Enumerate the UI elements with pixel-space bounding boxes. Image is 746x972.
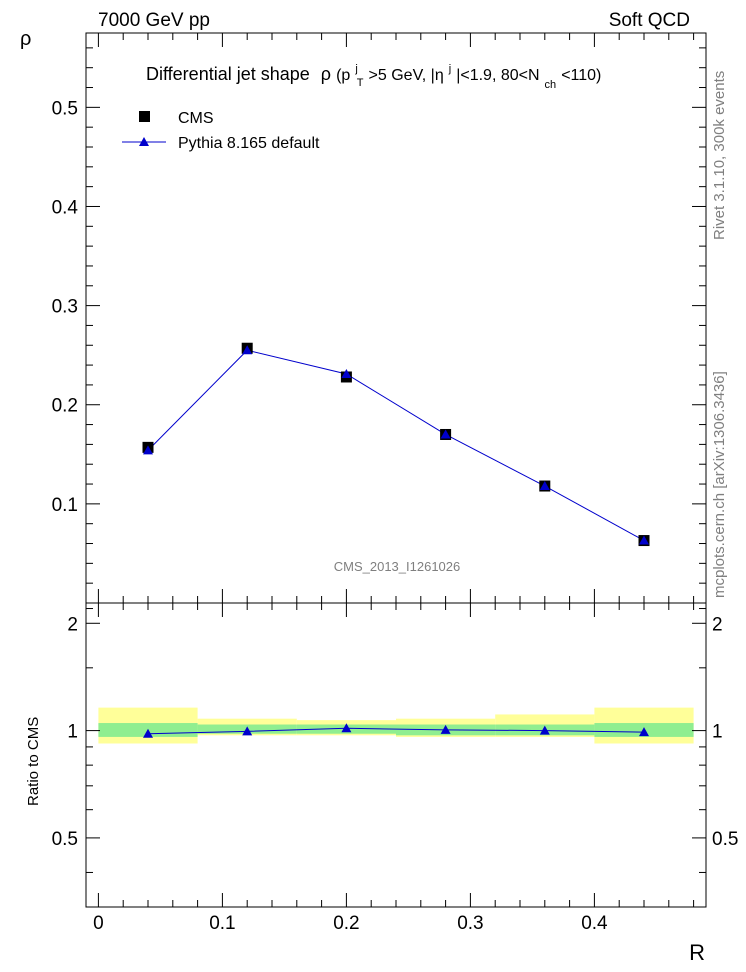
mc-series-line: [147, 349, 645, 541]
x-tick-label: 0.4: [581, 913, 608, 934]
process-label: Soft QCD: [609, 10, 690, 31]
ratio-mc-point: [341, 723, 352, 733]
ratio-mc-point: [440, 724, 451, 734]
mc-data-point: [639, 535, 649, 545]
legend-cms-label: CMS: [178, 110, 214, 127]
ratio-y-tick-label: 0.5: [52, 829, 78, 850]
mc-data-point: [539, 481, 550, 491]
ratio-mc-point: [143, 728, 153, 738]
rivet-label: Rivet 3.1.10, 300k events: [711, 71, 728, 240]
mc-data-point: [242, 345, 253, 355]
ratio-mc-line: [147, 727, 645, 735]
ratio-y-tick-label: 2: [67, 614, 78, 635]
legend-mc-marker: [139, 137, 149, 146]
plot-title: Differential jet shape ρ (p j T >5 GeV, …: [146, 56, 601, 92]
main-y-axis-label: ρ: [20, 28, 31, 50]
ratio-y-tick-label-right: 0.5: [712, 829, 738, 850]
main-y-tick-label: 0.3: [52, 297, 78, 318]
ratio-y-tick-label: 1: [67, 722, 78, 743]
ratio-panel: 0.5 0.5 1 1 2 2 0 0.1 0.2 0.3 0.4 Ratio to CMS R: [25, 602, 738, 965]
x-tick-label: 0.1: [209, 913, 235, 934]
main-panel: 0.1 0.2 0.3 0.4 0.5 ρ Differential jet shape…: [20, 28, 707, 604]
main-y-tick-label: 0.1: [52, 495, 78, 516]
ratio-y-tick-label-right: 2: [712, 614, 723, 635]
ratio-mc-point: [242, 726, 253, 736]
main-y-tick-label: 0.4: [52, 197, 79, 218]
mc-data-point: [341, 369, 352, 379]
main-y-tick-label: 0.5: [52, 98, 78, 119]
energy-label: 7000 GeV pp: [98, 10, 210, 31]
mc-data-point: [440, 429, 451, 439]
main-y-tick-label: 0.2: [52, 396, 78, 417]
legend-mc-label: Pythia 8.165 default: [178, 135, 320, 152]
mcplots-label: mcplots.cern.ch [arXiv:1306.3436]: [711, 371, 728, 598]
mc-data-point: [143, 445, 153, 455]
ratio-frame: [85, 602, 707, 908]
legend: CMS Pythia 8.165 default: [122, 110, 320, 152]
ratio-y-tick-label-right: 1: [712, 722, 723, 743]
x-tick-label: 0.2: [333, 913, 359, 934]
x-tick-label: 0: [93, 913, 104, 934]
legend-cms-marker: [139, 111, 150, 122]
ratio-mc-point: [639, 727, 649, 737]
x-axis-label: R: [689, 940, 705, 965]
ratio-y-axis-label: Ratio to CMS: [25, 717, 42, 806]
ratio-mc-point: [539, 725, 550, 735]
x-tick-label: 0.3: [457, 913, 483, 934]
analysis-watermark: CMS_2013_I1261026: [334, 559, 461, 574]
